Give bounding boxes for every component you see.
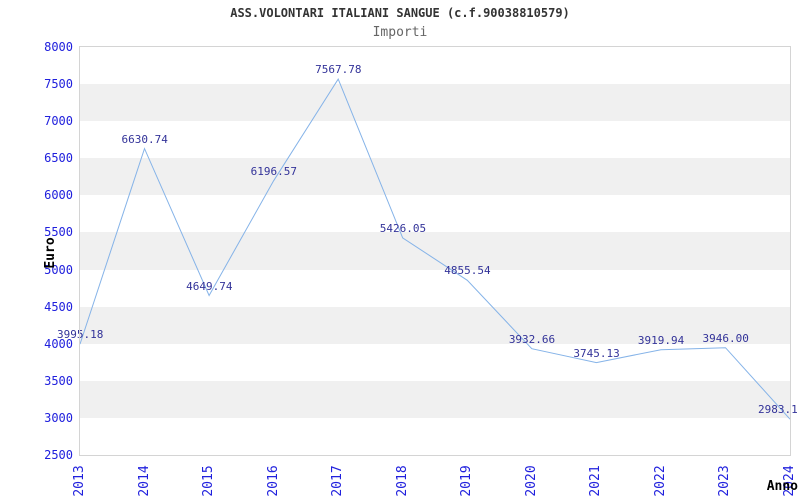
y-tick-label: 3000: [44, 410, 73, 425]
data-point-label: 4649.74: [186, 279, 233, 293]
x-tick-label: 2021: [588, 465, 604, 497]
x-tick-label: 2023: [717, 465, 733, 497]
x-tick-label: 2019: [459, 465, 475, 497]
y-tick-label: 7000: [44, 114, 73, 129]
stripe-band: [80, 84, 790, 122]
y-tick-label: 3500: [44, 373, 73, 388]
x-tick-label: 2022: [652, 465, 668, 497]
data-point-label: 7567.78: [315, 63, 362, 77]
x-tick-label: 2018: [394, 465, 410, 497]
y-tick-label: 4000: [44, 336, 73, 351]
data-point-label: 3919.94: [637, 333, 685, 347]
x-tick-label: 2013: [72, 465, 87, 497]
data-point-label: 5426.05: [379, 221, 427, 235]
y-axis-title: Euro: [43, 237, 58, 269]
chart-subtitle: Importi: [372, 25, 428, 40]
x-tick-label: 2020: [523, 465, 539, 497]
stripe-band: [80, 380, 790, 418]
stripe-band: [80, 232, 790, 270]
data-point-label: 3995.18: [57, 328, 104, 342]
y-tick-label: 4500: [44, 299, 73, 314]
data-point-label: 3946.00: [702, 331, 749, 345]
data-point-label: 6630.74: [121, 132, 168, 146]
data-point-label: 4855.54: [444, 264, 491, 278]
y-tick-label: 6000: [44, 188, 73, 203]
data-point-label: 2983.1: [758, 403, 798, 417]
data-point-label: 3932.66: [508, 332, 556, 346]
chart-title: ASS.VOLONTARI ITALIANI SANGUE (c.f.90038…: [230, 6, 570, 20]
x-tick-label: 2017: [330, 465, 346, 497]
x-axis-title: Anno: [766, 479, 798, 494]
stripe-band: [80, 306, 790, 344]
y-tick-label: 8000: [44, 40, 73, 54]
line-series: [79, 78, 791, 420]
plot-area: [80, 47, 790, 455]
x-tick-label: 2014: [136, 465, 152, 497]
data-point-label: 3745.13: [573, 346, 620, 360]
y-tick-label: 2500: [44, 448, 73, 462]
data-point-label: 6196.57: [250, 164, 297, 178]
y-tick-label: 6500: [44, 151, 73, 166]
y-tick-label: 5500: [44, 225, 73, 240]
x-tick-label: 2015: [201, 465, 217, 497]
y-tick-label: 7500: [44, 77, 73, 92]
x-tick-label: 2016: [265, 465, 281, 497]
stripe-band: [80, 158, 790, 196]
y-tick-label: 5000: [44, 262, 73, 277]
